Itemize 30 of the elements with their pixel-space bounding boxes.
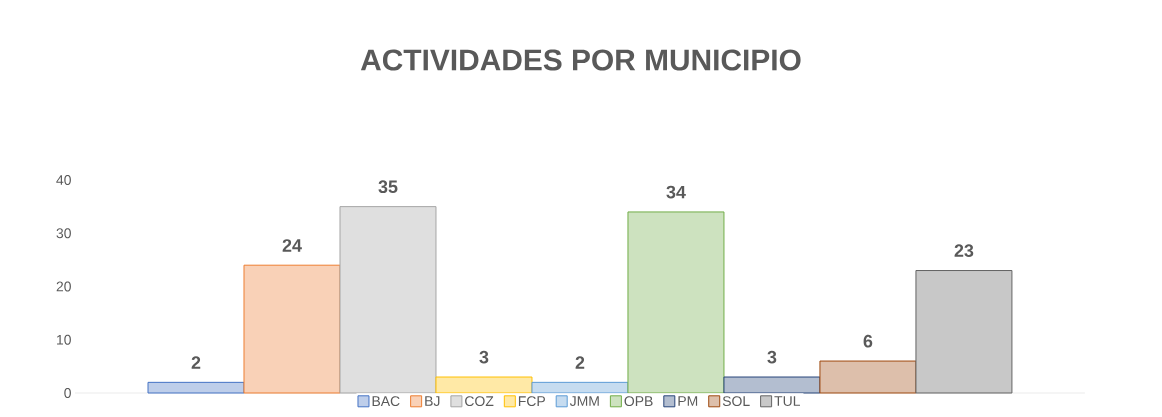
y-tick-label: 30 (56, 228, 71, 239)
data-label: 35 (378, 180, 398, 194)
y-tick-label: 40 (56, 175, 71, 185)
data-label: 2 (575, 356, 585, 369)
legend-label: SOL (722, 396, 750, 407)
bar (243, 264, 341, 394)
y-tick-label: 0 (64, 388, 71, 398)
legend-label: PM (678, 396, 698, 406)
bar (723, 376, 821, 394)
data-label: 6 (863, 334, 873, 348)
chart-title: ACTIVIDADES POR MUNICIPIO (360, 49, 801, 71)
legend-label: BAC (372, 396, 400, 407)
bar (339, 206, 437, 394)
legend-label: JMM (569, 396, 599, 406)
legend-label: BJ (425, 396, 440, 406)
bar (147, 381, 245, 394)
legend-label: TUL (774, 396, 800, 406)
data-label: 3 (767, 350, 777, 364)
y-tick-label: 20 (56, 281, 71, 292)
data-label: 24 (282, 239, 302, 252)
legend-label: FCP (518, 396, 545, 407)
bar (627, 211, 725, 394)
data-label: 23 (954, 244, 974, 258)
legend-label: COZ (465, 396, 494, 407)
y-tick-label: 10 (57, 334, 71, 345)
bar (819, 360, 917, 394)
data-label: 3 (479, 350, 489, 364)
legend-label: OPB (624, 396, 653, 407)
data-label: 34 (666, 185, 686, 199)
data-label: 2 (191, 356, 201, 369)
